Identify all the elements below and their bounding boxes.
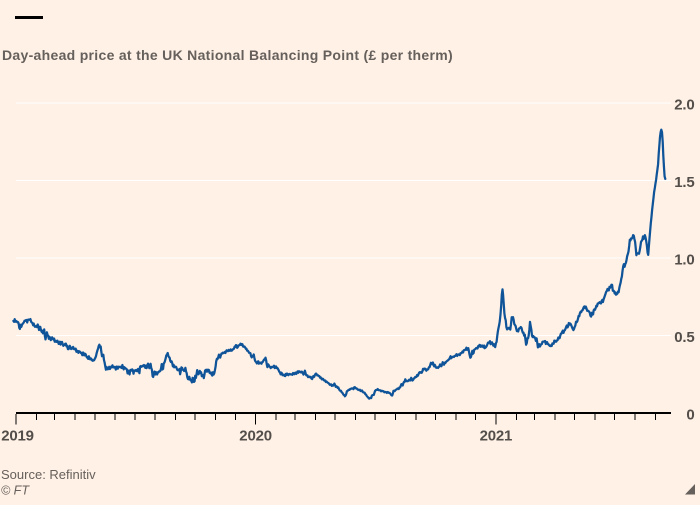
svg-text:Day-ahead price at the UK Nati: Day-ahead price at the UK National Balan…	[2, 47, 453, 63]
svg-text:1.5: 1.5	[674, 174, 694, 191]
svg-text:2019: 2019	[1, 428, 34, 445]
svg-text:0.5: 0.5	[674, 329, 694, 346]
svg-text:1.0: 1.0	[674, 251, 694, 268]
svg-text:0: 0	[686, 406, 694, 423]
svg-text:2.0: 2.0	[674, 96, 694, 113]
svg-text:2021: 2021	[480, 428, 513, 445]
svg-text:2020: 2020	[239, 428, 272, 445]
svg-text:© FT: © FT	[1, 484, 30, 498]
svg-text:Source: Refinitiv: Source: Refinitiv	[1, 467, 96, 482]
